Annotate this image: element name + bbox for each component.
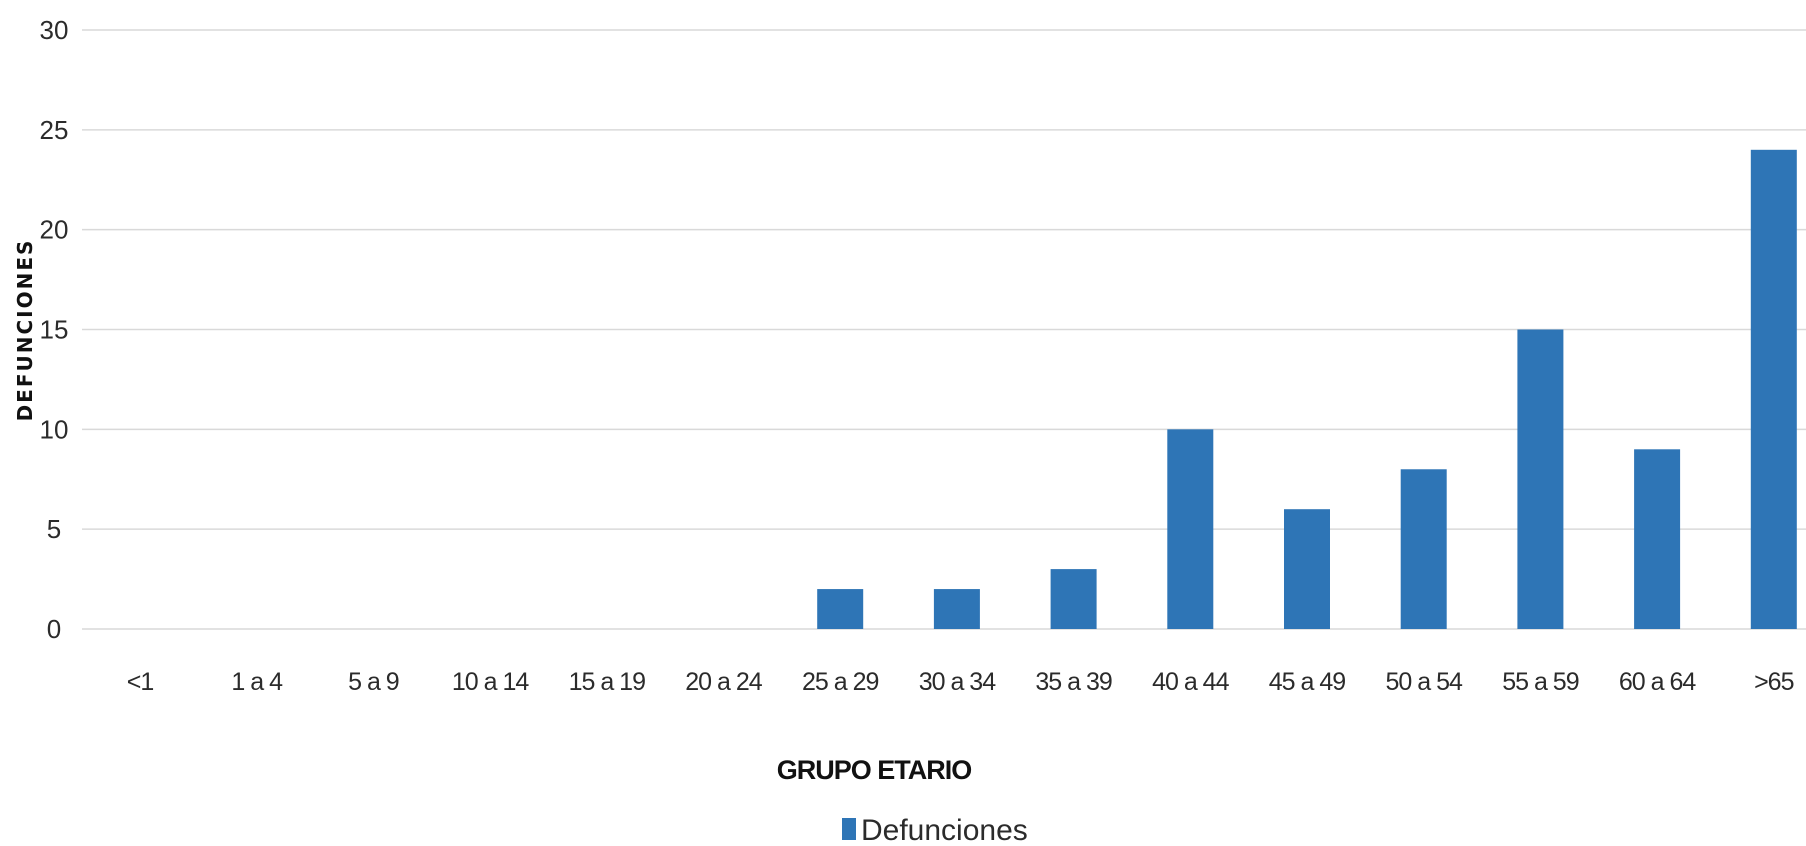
bar-10 — [1284, 509, 1330, 629]
y-tick-label: 30 — [40, 15, 69, 45]
y-axis-title: DEFUNCIONES — [13, 239, 37, 422]
x-tick-label: 5 a 9 — [348, 668, 399, 696]
x-tick-label: 40 a 44 — [1152, 668, 1230, 696]
x-tick-label: 25 a 29 — [802, 668, 879, 696]
bar-11 — [1400, 469, 1447, 629]
x-tick-label: 45 a 49 — [1269, 668, 1346, 696]
y-tick-label: 0 — [47, 614, 61, 644]
x-tick-label: 20 a 24 — [685, 668, 763, 696]
x-tick-label: 15 a 19 — [569, 668, 646, 696]
bar-9 — [1167, 429, 1214, 629]
bar-12 — [1517, 329, 1564, 629]
bar-8 — [1050, 569, 1097, 629]
x-axis-ticks: <1 1 a 4 5 a 9 10 a 14 15 a 19 20 a 24 25 a 29… — [127, 668, 1795, 696]
x-tick-label: 35 a 39 — [1035, 668, 1112, 696]
legend-swatch — [842, 818, 856, 840]
y-axis-ticks: 0 5 10 15 20 25 30 — [40, 15, 69, 644]
bar-14 — [1750, 149, 1797, 630]
x-tick-label: 60 a 64 — [1619, 668, 1697, 696]
gridlines — [82, 29, 1806, 630]
y-tick-label: 15 — [40, 315, 69, 345]
x-tick-label: <1 — [127, 668, 154, 696]
bars — [817, 149, 1797, 630]
x-axis-title: GRUPO ETARIO — [777, 755, 972, 785]
legend-label: Defunciones — [861, 814, 1028, 846]
x-tick-label: 1 a 4 — [231, 668, 283, 696]
bar-7 — [933, 589, 980, 629]
y-tick-label: 25 — [40, 115, 69, 145]
x-tick-label: >65 — [1754, 668, 1794, 696]
legend: Defunciones — [842, 814, 1028, 846]
x-tick-label: 30 a 34 — [919, 668, 997, 696]
x-tick-label: 50 a 54 — [1385, 668, 1463, 696]
x-tick-label: 10 a 14 — [452, 668, 530, 696]
y-tick-label: 20 — [40, 215, 69, 245]
y-tick-label: 10 — [40, 414, 69, 444]
bar-6 — [817, 589, 864, 629]
bar-13 — [1634, 449, 1681, 629]
x-tick-label: 55 a 59 — [1502, 668, 1579, 696]
y-tick-label: 5 — [47, 514, 61, 544]
